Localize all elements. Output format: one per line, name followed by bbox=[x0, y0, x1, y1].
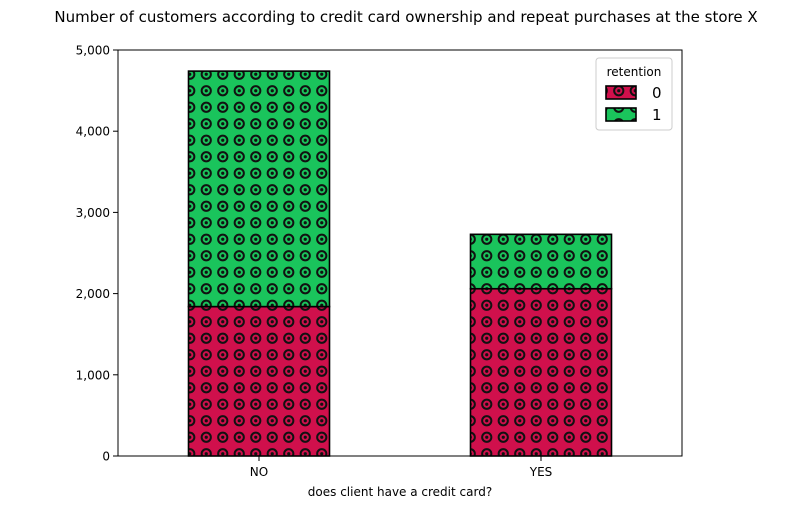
legend-label: 0 bbox=[652, 84, 662, 102]
legend-swatch bbox=[605, 85, 637, 100]
chart-title: Number of customers according to credit … bbox=[54, 8, 757, 26]
bar-no-retention-1 bbox=[187, 70, 331, 308]
x-tick-label: NO bbox=[250, 465, 268, 479]
x-tick-label: YES bbox=[529, 465, 553, 479]
y-tick-label: 5,000 bbox=[76, 44, 110, 58]
legend-title: retention bbox=[607, 65, 662, 79]
x-axis-label: does client have a credit card? bbox=[308, 485, 492, 499]
x-axis: NO YES bbox=[250, 456, 552, 479]
bar-yes-retention-1 bbox=[469, 233, 613, 290]
y-tick-label: 2,000 bbox=[76, 287, 110, 301]
legend-label: 1 bbox=[652, 106, 662, 124]
bar-no-retention-0 bbox=[187, 305, 331, 457]
legend-swatch bbox=[605, 107, 637, 122]
plot-frame bbox=[117, 49, 683, 457]
y-axis: 0 1,000 2,000 3,000 4,000 5,000 bbox=[76, 44, 118, 464]
y-tick-label: 3,000 bbox=[76, 206, 110, 220]
bars-layer bbox=[187, 70, 613, 457]
bar-yes-retention-0 bbox=[469, 287, 613, 457]
y-tick-label: 4,000 bbox=[76, 125, 110, 139]
y-tick-label: 1,000 bbox=[76, 368, 110, 382]
y-tick-label: 0 bbox=[102, 450, 110, 464]
legend: retention 0 1 bbox=[595, 57, 673, 131]
